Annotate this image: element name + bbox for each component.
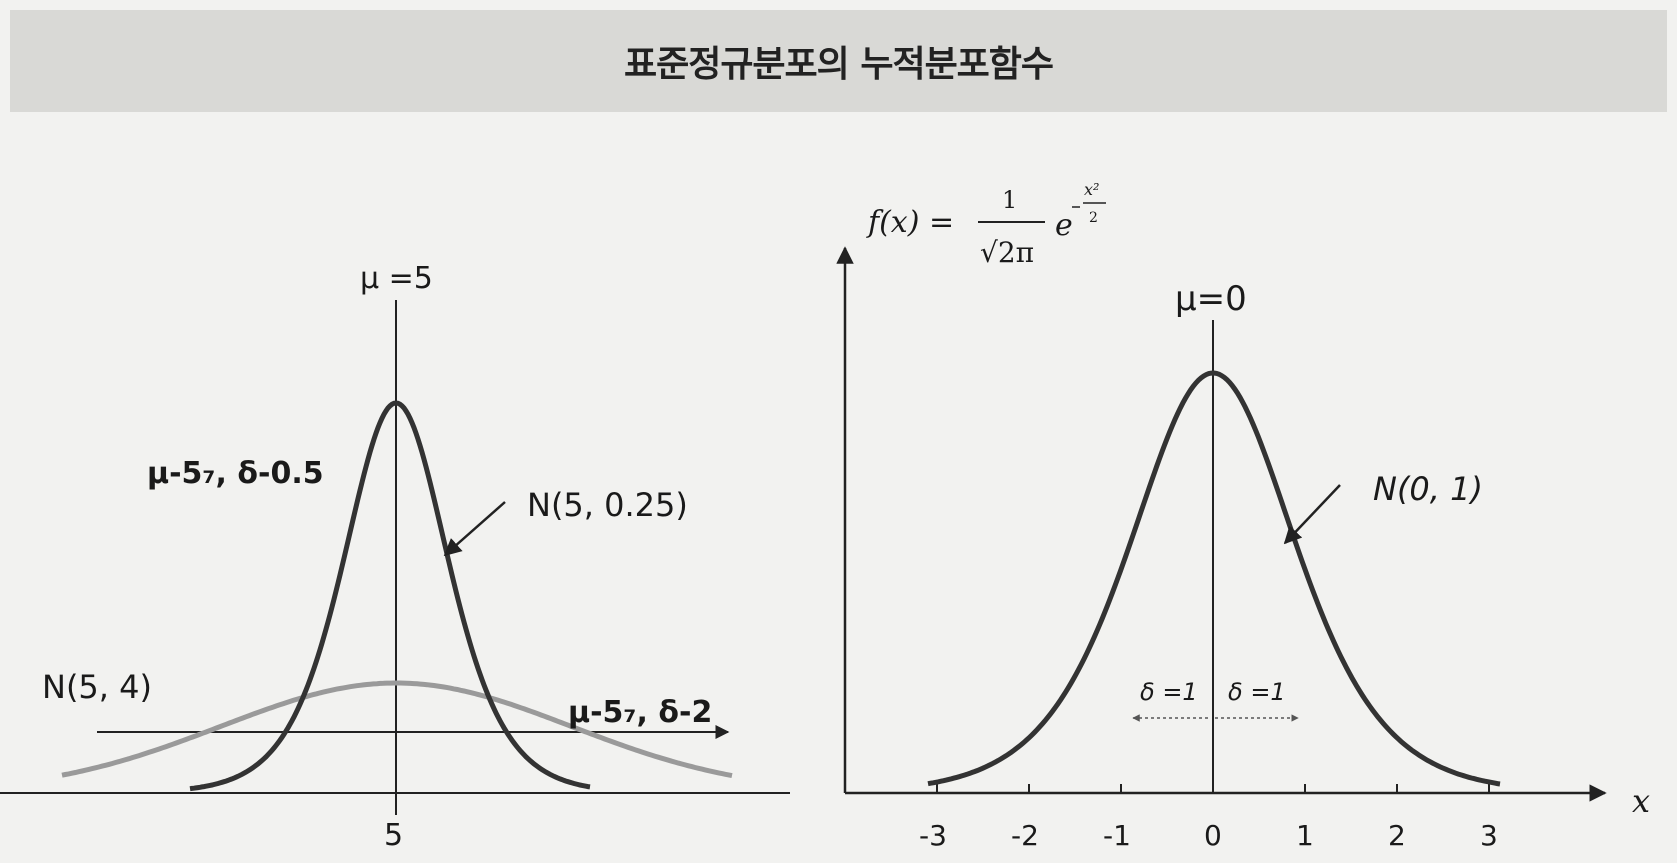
std-curve-name: N(0, 1) — [1373, 470, 1483, 508]
wide-params-label: μ-5₇, δ-2 — [568, 695, 712, 730]
formula-denominator: √2π — [980, 236, 1034, 269]
left-mu-label: μ =5 — [360, 261, 433, 296]
x-tick-label: -3 — [919, 819, 947, 852]
narrow-curve-pointer — [443, 501, 506, 557]
narrow-curve-name: N(5, 0.25) — [527, 486, 688, 524]
std-curve-pointer — [1283, 484, 1341, 545]
right-panel: f(x) = 1 √2π e x² 2 μ=0 N(0, 1) δ =1 δ =… — [836, 180, 1650, 852]
formula-exponent-numerator: x² — [1084, 180, 1099, 199]
density-formula: f(x) = 1 √2π e x² 2 — [866, 180, 1106, 269]
x-tick-label: -1 — [1103, 819, 1131, 852]
x-tick-label: 1 — [1296, 819, 1314, 852]
banner-title: 표준정규분포의 누적분포함수 — [623, 44, 1054, 85]
formula-exponent-denominator: 2 — [1089, 210, 1098, 226]
title-banner: 표준정규분포의 누적분포함수 — [10, 10, 1667, 112]
narrow-normal-curve — [189, 400, 591, 792]
wide-normal-curve — [61, 680, 733, 779]
formula-lhs: f(x) = — [866, 205, 954, 240]
right-tick-marks — [936, 784, 1490, 793]
left-x-tick: 5 — [384, 818, 403, 853]
formula-numerator: 1 — [1002, 186, 1017, 214]
right-mu-label: μ=0 — [1175, 279, 1247, 319]
right-tick-labels: -3 -2 -1 0 1 2 3 — [919, 819, 1498, 852]
delta-left-label: δ =1 — [1140, 678, 1198, 706]
standard-normal-curve — [927, 370, 1501, 787]
wide-curve-name: N(5, 4) — [42, 668, 152, 706]
left-panel: μ =5 μ-5₇, δ-0.5 N(5, 0.25) N(5, 4) μ-5₇… — [0, 261, 790, 853]
delta-right-label: δ =1 — [1228, 678, 1286, 706]
formula-base: e — [1055, 208, 1073, 243]
x-tick-label: 3 — [1480, 819, 1498, 852]
narrow-params-label: μ-5₇, δ-0.5 — [147, 456, 324, 491]
x-tick-label: 2 — [1388, 819, 1406, 852]
x-tick-label: 0 — [1204, 819, 1222, 852]
x-tick-label: -2 — [1011, 819, 1039, 852]
right-x-axis-label: x — [1632, 782, 1650, 820]
